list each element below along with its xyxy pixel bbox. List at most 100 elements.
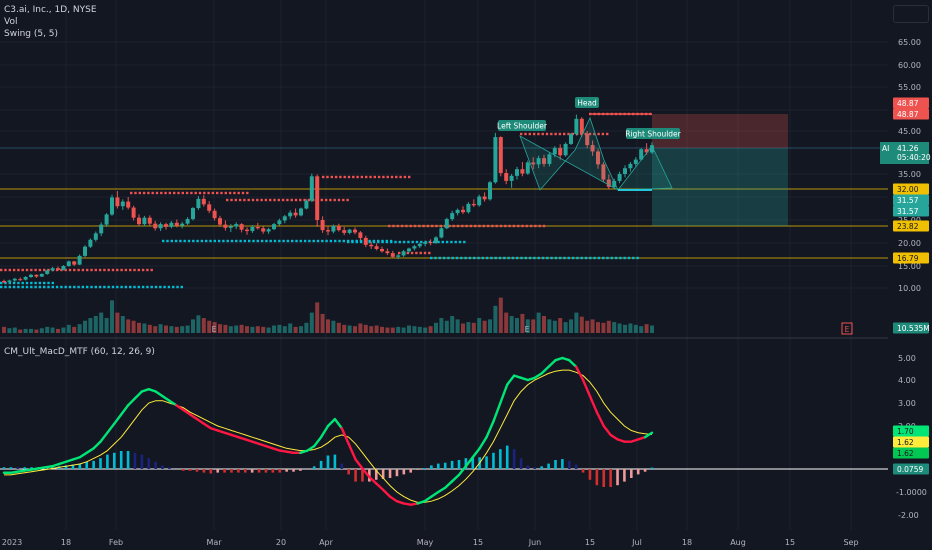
macd-histogram-bar [436,463,440,469]
candle-body [563,143,568,156]
swing-dot [413,224,417,228]
macd-line-segment [547,359,557,368]
swing-dot [246,191,249,195]
volume-bar [180,326,185,333]
swing-dot [431,224,434,228]
macd-line-segment [512,374,523,379]
swing-dot [525,224,528,228]
swing-dot [77,268,80,272]
macd-histogram-bar [519,458,523,469]
swing-dot [537,256,540,260]
macd-histogram-bar [623,469,626,482]
macd-line-segment [78,451,88,459]
swing-dot [473,256,476,260]
swing-dot [256,198,259,202]
swing-dot [103,268,106,272]
macd-histogram-bar [340,463,344,469]
volume-bar [169,326,174,333]
macd-line-segment [209,427,219,432]
volume-bar [228,326,233,333]
macd-line-segment [554,356,564,362]
swing-dot [324,198,328,202]
head-label: Head [577,98,597,107]
macd-histogram-bar [388,469,392,478]
time-tick: May [417,538,434,547]
macd-histogram-bar [278,469,282,473]
swing-dot [142,191,146,195]
volume-bar [396,326,401,333]
macd-histogram-bar [354,469,357,482]
swing-dot [580,256,583,260]
candle-body [515,169,519,176]
macd-line-segment [637,435,647,441]
axes: 65.0060.0055.0050.0045.0035.0030.0025.00… [2,38,931,547]
swing-dot [532,132,536,136]
swing-dot [190,191,193,195]
swing-dot [286,239,290,243]
candle-body [315,176,320,220]
swing-dot [537,132,540,136]
swing-dot [355,240,358,244]
swing-dot [290,198,293,202]
swing-dot [170,239,173,243]
volume-bar [585,320,590,333]
macd-histogram-bar [92,460,95,469]
target-zone [652,148,788,226]
candle-body [574,118,579,135]
swing-dot [194,191,197,195]
level-32: 32.00 [897,185,919,194]
swing-dot [133,268,136,272]
macd-histogram-bar [333,454,337,469]
candle-body [401,251,406,256]
swing-dot [38,268,42,272]
swing-dot [554,256,558,260]
swing-dot [410,251,414,255]
swing-dot [407,240,410,244]
swing-dot [385,240,389,244]
signal-line [4,369,653,503]
swing-dot [172,285,175,289]
macd-histogram-bar [216,469,220,473]
macd-line-segment [237,435,247,441]
price-tick: 15.00 [898,262,921,271]
level-32-bg [893,183,929,195]
swing-dot [482,224,485,228]
candle-body [266,229,271,232]
candle-body [536,158,541,165]
candle-body [623,168,627,174]
candle-body [320,220,325,231]
macd-histogram-bar [609,469,612,487]
signal-tag-bg [893,436,929,448]
macd-histogram-bar [85,461,89,469]
macd-tick: 5.00 [898,354,916,363]
swing-dot [351,240,354,244]
macd-line-segment [119,404,130,416]
candle-body [342,230,347,233]
swing-dot [329,239,333,243]
swing-dot [420,240,423,244]
macd-line-segment [106,422,116,434]
swing-dot [597,132,600,136]
swing-dot [415,251,418,255]
swing-dot [241,191,245,195]
candle-body [12,278,17,281]
volume-bar [606,320,611,333]
macd-line-segment [602,424,612,437]
swing-dot [337,198,341,202]
swing-dot [346,198,349,202]
macd-line-segment [188,413,199,421]
candle-body [158,224,163,229]
macd-line-segment [126,397,137,407]
volume-bar [504,312,509,333]
swing-dot [619,256,622,260]
candle-body [7,280,12,282]
settings-button[interactable] [893,5,929,23]
candle-body [326,230,330,232]
candle-body [374,246,379,249]
candle-body [29,274,33,277]
swing-dot [211,191,215,195]
macd-histogram-bar [464,458,468,469]
macd-histogram-bar [9,467,13,469]
volume-bar [223,324,228,333]
